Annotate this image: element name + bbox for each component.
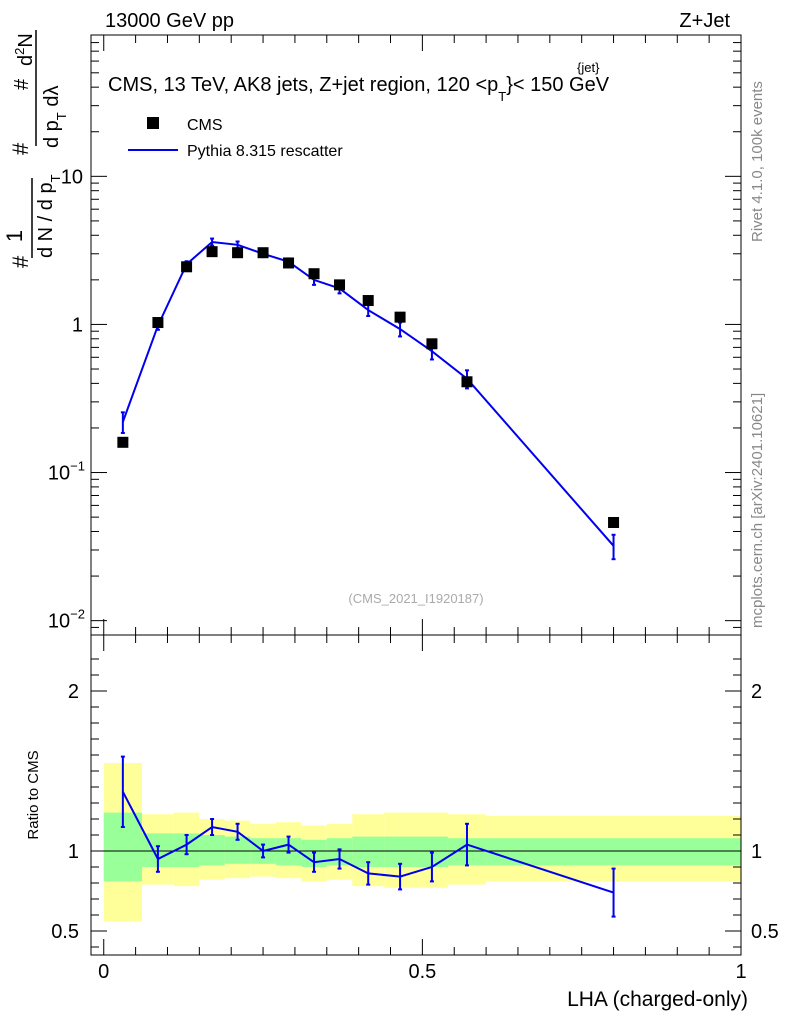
ylabel-right-denominator: d pT dλ	[41, 86, 69, 148]
ratio-ytick-label-right: 2	[751, 681, 762, 703]
cms-data-point	[283, 257, 295, 269]
cms-data-point	[334, 279, 346, 291]
cms-data-point	[608, 516, 620, 528]
cms-data-point	[394, 311, 406, 323]
ylabel-hash-left: #	[8, 255, 33, 268]
cms-data-point	[117, 436, 129, 448]
cms-data-point	[308, 268, 320, 280]
x-axis-tick-label: 0.5	[408, 961, 436, 983]
main-axes-layer: 10−2 10−1 1 10	[48, 34, 742, 636]
ratio-series-layer	[120, 755, 616, 918]
cms-data-point	[461, 376, 473, 388]
ratio-band-inner	[486, 838, 741, 866]
legend-label-pythia: Pythia 8.315 rescatter	[187, 143, 343, 160]
main-title-superscript: {jet}	[577, 60, 600, 75]
rivet-label: Rivet 4.1.0, 100k events	[749, 81, 766, 242]
main-ytick-label: 10−1	[48, 459, 85, 485]
ratio-band-inner	[384, 836, 416, 867]
ylabel-hash-right: #	[11, 78, 33, 90]
ylabel-hash-mid: #	[8, 142, 33, 155]
main-ytick-label: 10−2	[48, 607, 85, 633]
cms-data-point	[257, 247, 269, 259]
mcplots-label: mcplots.cern.ch [arXiv:2401.10621]	[749, 393, 766, 628]
mc-series-line	[121, 240, 615, 547]
main-series-layer	[117, 237, 620, 561]
ylabel-one: 1	[2, 230, 27, 242]
ylabel-right-numerator: d2N	[12, 33, 37, 66]
ratio-ytick-label-right: 1	[751, 841, 762, 863]
ratio-ylabel: Ratio to CMS	[25, 750, 42, 839]
plot-id-label: (CMS_2021_I1920187)	[348, 591, 483, 606]
main-ylabel: # 1 d N / d pT # # d2N d pT dλ	[2, 30, 69, 268]
main-ytick-label: 1	[72, 314, 83, 336]
legend-label-cms: CMS	[187, 117, 223, 134]
cms-data-point	[206, 246, 218, 258]
main-ytick-label: 10	[61, 166, 83, 188]
energy-label: 13000 GeV pp	[105, 10, 234, 32]
cms-data-point	[152, 317, 164, 329]
cms-data-point	[232, 247, 244, 259]
cms-data-point	[362, 295, 374, 307]
x-axis-tick-label: 1	[735, 961, 746, 983]
cms-data-point	[426, 338, 438, 350]
ratio-series-line	[122, 791, 614, 894]
main-title: CMS, 13 TeV, AK8 jets, Z+jet region, 120…	[108, 74, 610, 104]
ratio-axes-layer: 0.5 0.51 12 20 0.5 1	[51, 635, 779, 983]
ratio-ytick-label-left: 0.5	[51, 921, 79, 943]
ratio-ytick-label-left: 2	[68, 681, 79, 703]
ratio-ytick-label-left: 1	[68, 841, 79, 863]
x-axis-label: LHA (charged-only)	[567, 988, 748, 1011]
cms-data-point	[181, 261, 193, 273]
ratio-band-inner	[224, 836, 251, 864]
ylabel-left-denominator: d N / d pT	[35, 174, 63, 258]
ratio-panel: 0.5 0.51 12 20 0.5 1 Ratio to CMS LHA (charge…	[25, 634, 779, 1011]
ratio-band-inner	[199, 835, 225, 866]
legend-marker-cms	[147, 117, 159, 129]
process-label: Z+Jet	[679, 10, 730, 32]
x-axis-tick-label: 0	[98, 961, 109, 983]
main-panel: 10−2 10−1 1 10 CMS, 13 TeV, AK8 jets, Z+jet…	[2, 30, 742, 636]
ratio-frame	[90, 634, 742, 956]
ratio-ytick-label-right: 0.5	[751, 921, 779, 943]
